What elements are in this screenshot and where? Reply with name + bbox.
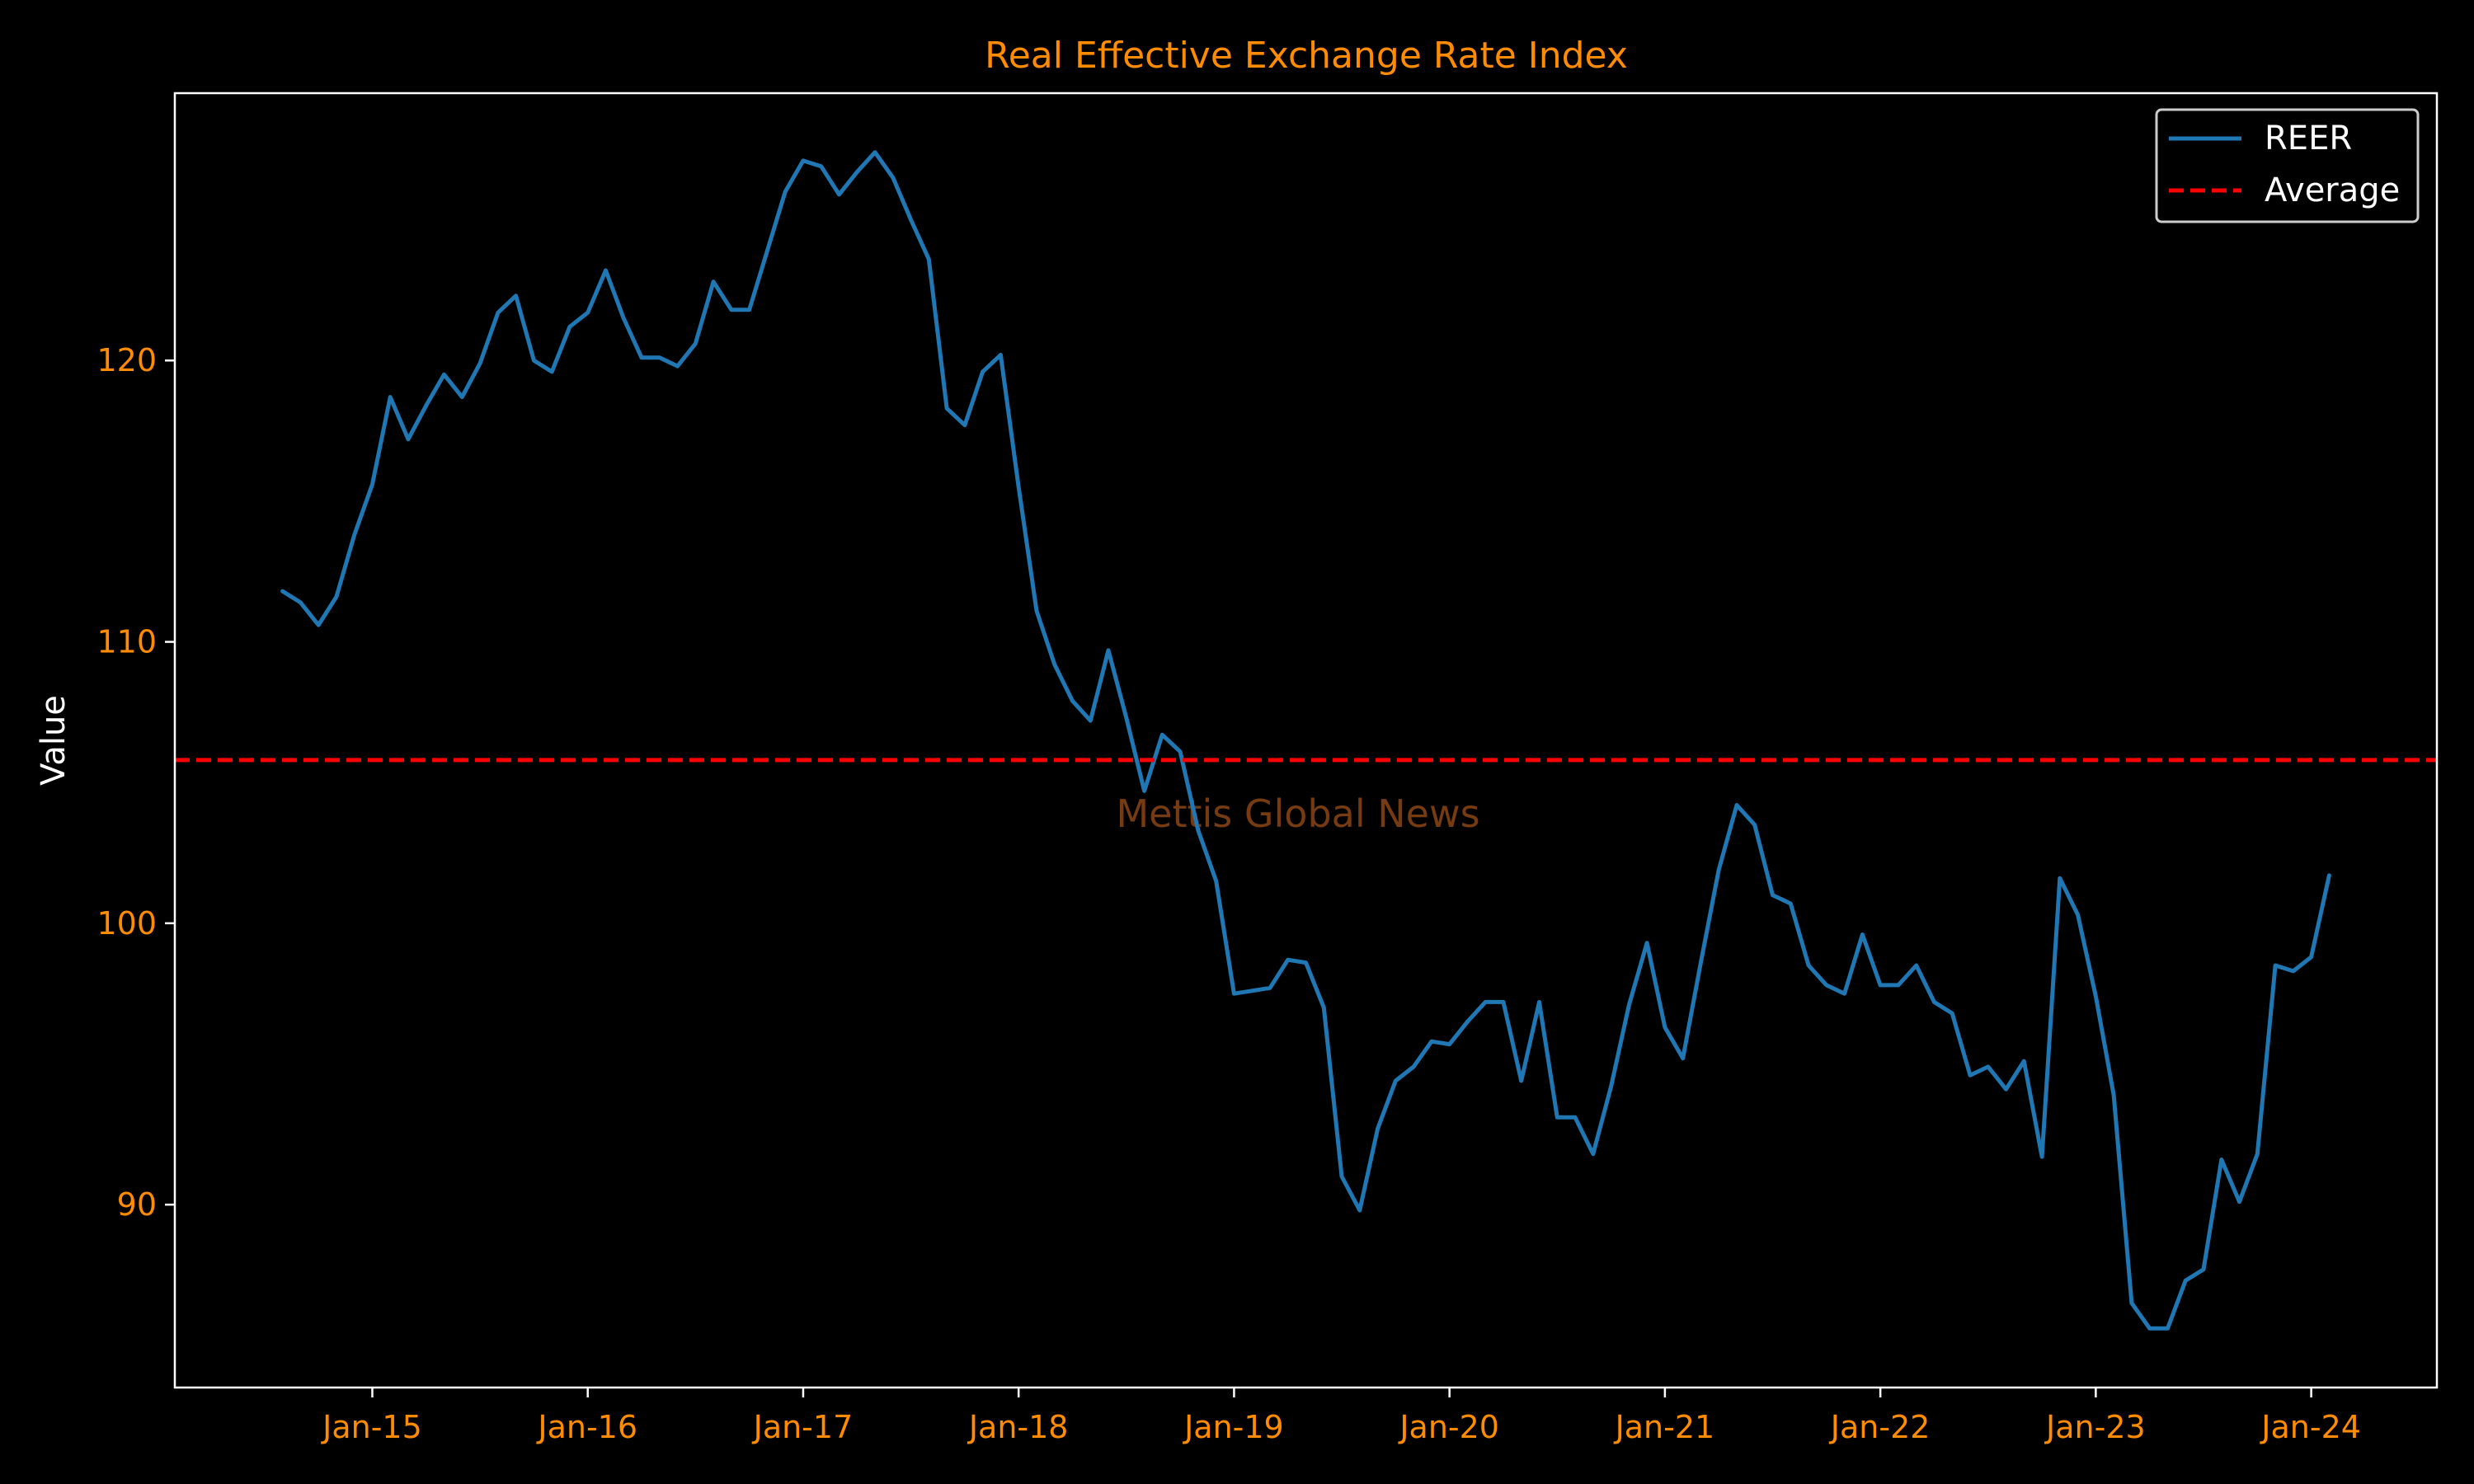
x-tick-label: Jan-20: [1398, 1409, 1499, 1445]
x-tick-label: Jan-21: [1614, 1409, 1715, 1445]
chart-title: Real Effective Exchange Rate Index: [985, 35, 1628, 77]
axes: 90 100 110 120 Jan-15 Jan-16 Jan-17 Jan-18 Jan-1…: [96, 92, 2439, 1445]
x-tick-label: Jan-23: [2044, 1409, 2146, 1445]
legend: REER Average: [2155, 108, 2420, 223]
watermark: Mettis Global News: [1116, 791, 1479, 836]
y-tick-label: 100: [96, 905, 157, 942]
plot-area: [175, 150, 2437, 1331]
legend-label-average: Average: [2265, 171, 2400, 209]
legend-label-reer: REER: [2265, 120, 2352, 157]
x-tick-label: Jan-22: [1829, 1409, 1931, 1445]
x-tick-label: Jan-18: [967, 1409, 1069, 1445]
axes-frame: [173, 92, 2439, 1389]
x-tick-label: Jan-19: [1183, 1409, 1284, 1445]
x-tick-label: Jan-16: [536, 1409, 637, 1445]
series-line-reer: [280, 150, 2331, 1331]
x-tick-label: Jan-17: [752, 1409, 854, 1445]
y-axis-label: Value: [35, 695, 73, 786]
y-tick-label: 120: [96, 342, 157, 378]
x-tick-label: Jan-15: [321, 1409, 422, 1445]
y-tick-label: 110: [96, 624, 157, 660]
x-tick-label: Jan-24: [2260, 1409, 2361, 1445]
y-tick-label: 90: [117, 1186, 157, 1223]
